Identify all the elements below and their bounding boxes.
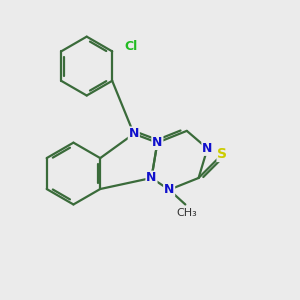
Text: N: N: [202, 142, 213, 155]
Text: N: N: [129, 127, 139, 140]
Text: CH₃: CH₃: [176, 208, 197, 218]
Text: N: N: [152, 136, 163, 149]
Text: N: N: [164, 183, 174, 196]
Text: Cl: Cl: [124, 40, 138, 53]
Text: N: N: [146, 172, 157, 184]
Text: S: S: [217, 147, 227, 161]
